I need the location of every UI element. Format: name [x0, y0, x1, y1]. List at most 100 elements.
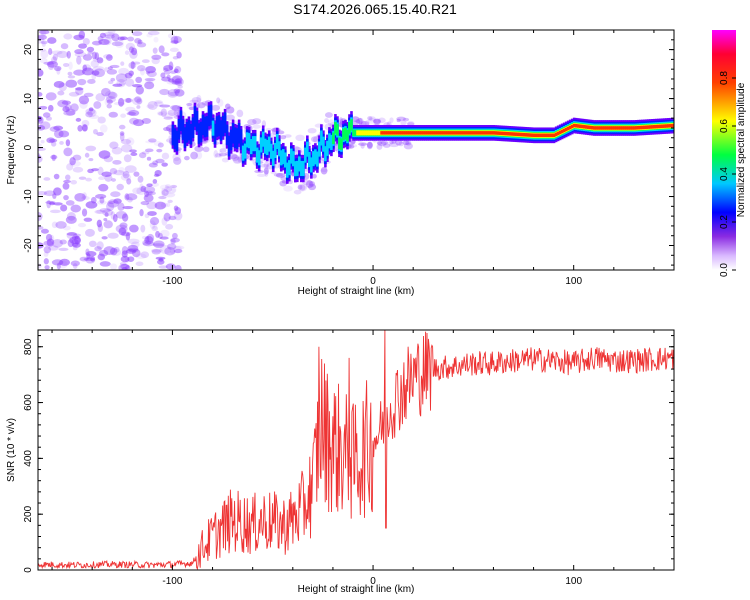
noise-blob [158, 111, 164, 116]
noise-blob [173, 211, 183, 221]
noise-blob [111, 33, 120, 42]
ridge-cell-5 [430, 131, 434, 135]
noise-blob [154, 169, 162, 177]
ridge-cell-2 [255, 147, 259, 163]
noise-blob [163, 116, 173, 120]
ridge-cell-5 [494, 131, 498, 135]
noise-blob [63, 225, 71, 231]
noise-blob [62, 106, 70, 113]
halo-blob [218, 151, 223, 158]
noise-blob [39, 121, 51, 130]
halo-blob [338, 117, 344, 126]
noise-blob [99, 207, 111, 213]
ridge-cell-5 [655, 124, 658, 129]
ridge-cell-3 [338, 137, 341, 150]
noise-blob [48, 245, 59, 251]
ridge-cell-5 [394, 131, 397, 135]
noise-blob [146, 104, 155, 109]
noise-blob [41, 41, 46, 47]
ridge-cell-1 [193, 106, 197, 127]
halo-blob [184, 155, 190, 161]
ridge-cell-5 [613, 126, 616, 130]
noise-blob [105, 95, 113, 102]
ridge-cell-1 [237, 122, 241, 144]
noise-blob [131, 97, 143, 106]
ridge-cell-5 [414, 131, 417, 135]
noise-blob [107, 80, 114, 85]
noise-blob [136, 98, 143, 105]
ridge-cell-5 [602, 126, 606, 130]
ridge-cell-1 [215, 116, 219, 137]
noise-blob [46, 137, 55, 144]
noise-blob [127, 244, 139, 252]
noise-blob [101, 236, 108, 240]
noise-blob [117, 202, 125, 211]
noise-blob [91, 51, 97, 60]
halo-blob [221, 157, 229, 163]
ridge-cell-5 [390, 131, 393, 135]
halo-blob [405, 140, 412, 146]
noise-blob [131, 47, 138, 56]
noise-blob [72, 154, 82, 161]
noise-blob [135, 85, 144, 95]
noise-blob [144, 81, 155, 90]
noise-blob [38, 34, 47, 41]
ridge-cell-5 [458, 131, 462, 135]
noise-blob [158, 232, 163, 239]
ridge-cell-1 [217, 115, 221, 136]
halo-blob [197, 102, 206, 109]
ridge-cell-5 [637, 125, 640, 130]
noise-blob [66, 232, 78, 240]
ridge-cell-5 [625, 126, 628, 130]
noise-blob [74, 192, 86, 202]
noise-blob [110, 263, 117, 270]
noise-blob [171, 75, 183, 85]
ridge-cell-5 [424, 131, 428, 135]
ridge-cell-2 [306, 141, 309, 157]
noise-blob [118, 124, 126, 130]
halo-blob [252, 124, 262, 129]
noise-blob [170, 70, 177, 74]
noise-blob [106, 103, 112, 109]
halo-blob [252, 118, 262, 125]
noise-blob [174, 89, 185, 97]
ridge-cell-5 [490, 131, 494, 135]
ridge-cell-4 [358, 130, 361, 136]
bottom-y-tick-label: 200 [23, 505, 34, 522]
noise-blob [152, 47, 158, 54]
noise-blob [172, 153, 181, 162]
ridge-cell-4 [374, 130, 377, 136]
ridge-cell-1 [183, 127, 187, 148]
noise-blob [137, 39, 143, 45]
halo-blob [407, 122, 415, 126]
noise-blob [104, 174, 113, 182]
noise-blob [171, 105, 182, 112]
noise-blob [127, 238, 140, 245]
ridge-cell-4 [356, 130, 359, 136]
noise-blob [145, 140, 156, 144]
halo-blob [225, 103, 231, 110]
noise-blob [158, 195, 167, 200]
halo-blob [236, 109, 244, 118]
noise-blob [140, 224, 146, 233]
noise-blob [90, 256, 96, 262]
noise-blob [66, 212, 76, 221]
ridge-cell-1 [177, 118, 181, 140]
halo-blob [360, 142, 365, 149]
halo-blob [384, 141, 394, 145]
snr-line-layer [38, 330, 674, 570]
noise-blob [60, 43, 69, 50]
noise-blob [38, 105, 48, 110]
noise-blob [97, 253, 106, 261]
halo-blob [189, 99, 199, 103]
noise-blob [49, 209, 61, 214]
ridge-cell-1 [181, 119, 185, 140]
noise-blob [170, 184, 178, 189]
noise-blob [106, 69, 118, 75]
halo-blob [324, 123, 334, 131]
top-x-axis-label: Height of straight line (km) [298, 286, 415, 297]
ridge-cell-2 [267, 136, 271, 152]
noise-blob [162, 67, 169, 72]
ridge-cell-5 [615, 126, 618, 130]
noise-blob [106, 99, 113, 104]
